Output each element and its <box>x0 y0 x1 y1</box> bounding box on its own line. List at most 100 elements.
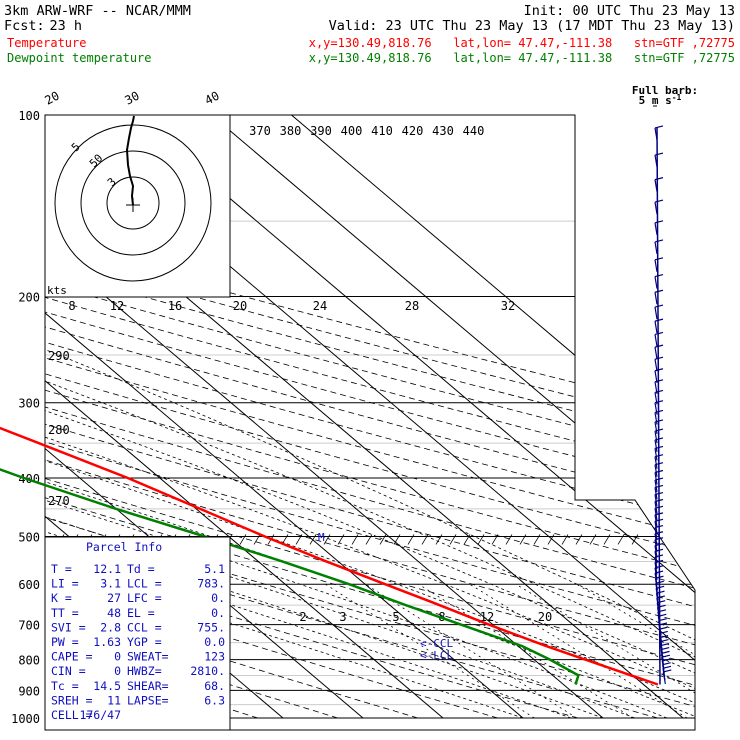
wind-barb-flag <box>656 595 666 599</box>
parcel-info-cell: 12.1 <box>93 562 121 576</box>
parcel-info-cell: HWBZ= <box>127 664 162 678</box>
mixing-ratio-line <box>576 583 695 719</box>
surface-hatch <box>407 534 415 545</box>
wind-barb-flag <box>654 304 664 308</box>
wind-barb-flag <box>656 590 665 594</box>
mixing-ratio-label: 3 <box>339 610 346 624</box>
hodograph-ring <box>80 150 186 256</box>
parcel-info-title: Parcel Info <box>86 540 162 554</box>
wind-barb-flag <box>660 639 669 643</box>
parcel-info-cell: 27 <box>107 591 121 605</box>
surface-hatch <box>323 534 331 545</box>
parcel-info-cell: CAPE = <box>51 650 93 664</box>
moist-adiabat <box>45 296 695 719</box>
mixing-ratio-label: 20 <box>233 299 247 313</box>
dry-adiabat <box>45 115 695 719</box>
surface-hatch <box>239 534 247 545</box>
mixing-ratio-label: 2 <box>299 610 306 624</box>
pressure-label: 700 <box>18 619 40 633</box>
isentrope-label: 270 <box>48 494 70 508</box>
moist-adiabat <box>45 296 668 719</box>
pressure-label: 800 <box>18 654 40 668</box>
lcl-annotation: <-LCL <box>420 649 453 662</box>
isentrope-label: 290 <box>48 349 70 363</box>
parcel-info-cell: 48 <box>107 606 121 620</box>
mixing-ratio-line <box>365 583 577 719</box>
parcel-info-cell: SREH = <box>51 693 93 707</box>
parcel-info-cell: 6.3 <box>204 693 225 707</box>
surface-hatch <box>435 534 443 545</box>
wind-barb <box>654 241 658 255</box>
surface-hatch <box>449 534 457 545</box>
parcel-info-cell: 68. <box>204 679 225 693</box>
parcel-info-cell: CIN = <box>51 664 86 678</box>
dry-adiabat <box>45 115 578 719</box>
pressure-label: 1000 <box>11 712 40 726</box>
wind-barb <box>654 259 658 272</box>
parcel-info-cell: SVI = <box>51 620 86 634</box>
parcel-info-cell: 2.8 <box>100 620 121 634</box>
parcel-info-cell: 11 <box>107 693 121 707</box>
moist-adiabat <box>45 296 695 719</box>
mixing-ratio-line <box>469 583 688 719</box>
surface-hatch <box>477 534 485 545</box>
parcel-info-cell: 0.0 <box>204 635 225 649</box>
parcel-info-cell: LAPSE= <box>127 693 169 707</box>
mixing-ratio-label: 28 <box>405 299 419 313</box>
wind-barb-flag <box>654 199 664 203</box>
mixing-ratio-label: 12 <box>480 610 494 624</box>
mixing-ratio-label: 5 <box>392 610 399 624</box>
mixing-ratio-label: 32 <box>501 299 515 313</box>
wind-barb-flag <box>654 220 664 224</box>
wind-barb-flag <box>660 643 669 647</box>
wind-barb <box>654 439 658 452</box>
isotherm <box>131 115 695 719</box>
parcel-info-cell: T = <box>51 562 72 576</box>
wind-barb-flag <box>654 344 664 348</box>
wind-barb <box>654 464 658 477</box>
pressure-label: 900 <box>18 684 40 698</box>
isentrope-label: 380 <box>280 124 302 138</box>
parcel-info-cell: PW = <box>51 635 79 649</box>
wind-barb-flag <box>654 177 664 181</box>
wind-barb-staff <box>656 127 661 685</box>
isentrope-label: 440 <box>463 124 485 138</box>
surface-hatch <box>379 534 387 545</box>
legend-temperature-info: x,y=130.49,818.76 lat,lon= 47.47,-111.38… <box>309 36 735 50</box>
parcel-info-cell: 0 <box>114 650 121 664</box>
parcel-info-cell: 0. <box>211 606 225 620</box>
wind-barb <box>654 292 658 305</box>
parcel-info-cell: CELL = <box>51 708 93 722</box>
parcel-info-cell: YGP = <box>127 635 162 649</box>
surface-hatch <box>547 534 555 545</box>
isotherm-label: 20 <box>42 89 61 108</box>
wind-barb-flag <box>659 626 668 630</box>
wind-barb <box>654 479 658 493</box>
isentrope-labels: 370 380 390 400 410 420 430 440 290 280 270 <box>48 124 484 508</box>
surface-hatch <box>505 534 513 545</box>
mixing-ratio-label: 8 <box>68 299 75 313</box>
isotherm <box>45 115 444 719</box>
isentrope-label: 400 <box>341 124 363 138</box>
legend-dewpoint-name: Dewpoint temperature <box>7 51 152 65</box>
wind-barb <box>654 430 658 444</box>
mixing-ratio-label: 12 <box>110 299 124 313</box>
surface-hatch <box>295 534 303 545</box>
surface-hatch <box>519 534 527 545</box>
wind-barb-flag <box>657 600 666 604</box>
wind-barb <box>654 359 658 372</box>
parcel-info-cell: 0 <box>114 664 121 678</box>
dry-adiabat <box>45 115 695 719</box>
wind-barb-key-label: Full barb: <box>632 84 698 97</box>
dry-adiabat <box>45 115 695 719</box>
surface-hatch <box>309 534 317 545</box>
moist-adiabat <box>45 296 636 719</box>
wind-barb <box>654 421 658 435</box>
parcel-info-cell: LI = <box>51 577 79 591</box>
mixing-ratio-label: 20 <box>538 610 552 624</box>
moist-adiabat <box>45 296 695 719</box>
isotherm <box>45 115 524 719</box>
wind-barb-flag <box>663 669 672 673</box>
